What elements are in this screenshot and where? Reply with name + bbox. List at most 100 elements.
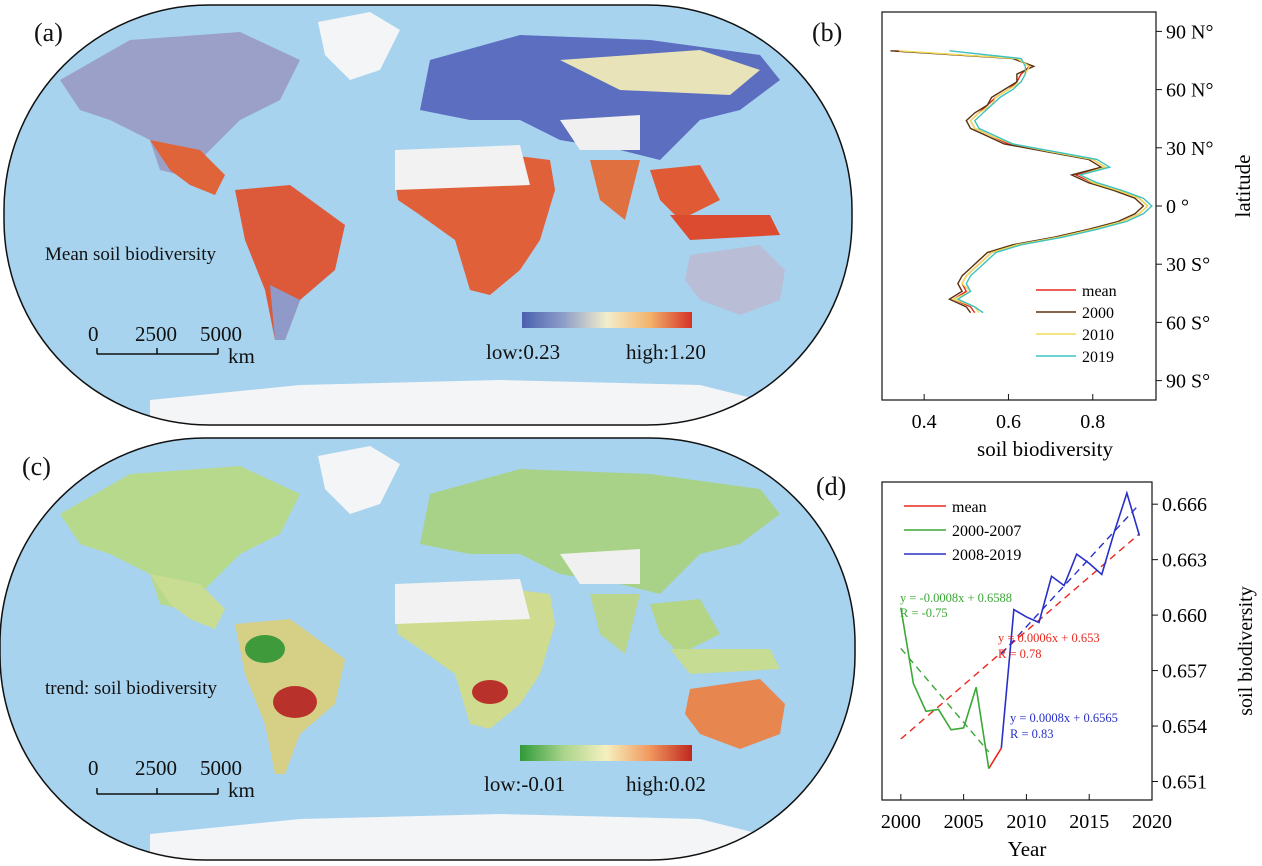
x-axis-label: Year xyxy=(1008,837,1047,861)
panel-c-label: (c) xyxy=(22,452,51,481)
colorbar-low-label: low:0.23 xyxy=(486,340,561,364)
series-line-mean xyxy=(894,50,1149,314)
y-tick-label: 0.654 xyxy=(1162,716,1207,738)
legend-label-2010: 2010 xyxy=(1082,327,1114,344)
greenland-landmass xyxy=(318,446,400,514)
plot-frame xyxy=(881,11,1157,401)
australia-landmass xyxy=(685,679,785,749)
central-asia-landmass xyxy=(560,115,640,150)
y-axis-label: soil biodiversity xyxy=(1235,586,1257,715)
plot-frame xyxy=(881,481,1153,801)
legend-label-mean: mean xyxy=(1082,283,1117,300)
y-tick-label: 90 S° xyxy=(1166,371,1210,393)
legend-label-2000: 2000 xyxy=(1082,305,1114,322)
colorbar-high-label: high:0.02 xyxy=(626,772,706,796)
north-america-landmass xyxy=(60,32,300,175)
map-mean-soil-biodiversity xyxy=(3,4,853,426)
x-tick-label: 0.8 xyxy=(1080,411,1105,433)
greenland-landmass xyxy=(318,12,400,80)
panel-a-label: (a) xyxy=(34,18,63,47)
latitude-profile-chart: 0.4 0.6 0.8 90 N° 60 N° 30 N° 0 ° 30 S° 60 S° 90 … xyxy=(881,11,1255,461)
colorbar xyxy=(520,745,692,761)
x-tick-label: 0.4 xyxy=(912,411,937,433)
series-line-2000 xyxy=(890,50,1145,314)
southeast-asia-landmass xyxy=(650,165,720,220)
legend-label-2000-2007: 2000-2007 xyxy=(952,523,1021,540)
y-tick-label: 0.657 xyxy=(1162,661,1207,683)
series-line-mean xyxy=(988,747,1002,769)
panel-d-label: (d) xyxy=(816,472,847,501)
colorbar-high-label: high:1.20 xyxy=(626,340,706,364)
eurasia-landmass xyxy=(420,469,780,594)
colorbar xyxy=(522,312,692,328)
x-tick-label: 2020 xyxy=(1132,811,1172,833)
central-america-landmass xyxy=(150,140,225,195)
equation-annotation: R = 0.83 xyxy=(1010,727,1054,741)
south-america-trend-region xyxy=(273,686,317,718)
north-america-landmass xyxy=(60,466,300,609)
amazon-trend-region xyxy=(245,635,285,663)
y-tick-label: 90 N° xyxy=(1166,21,1213,43)
series-line-2000-2007 xyxy=(900,607,990,769)
x-tick-label: 0.6 xyxy=(996,411,1021,433)
legend-label-mean: mean xyxy=(952,499,987,516)
x-tick-label: 2015 xyxy=(1069,811,1109,833)
siberia-landmass xyxy=(560,50,760,95)
india-landmass xyxy=(590,594,640,654)
legend-label-2019: 2019 xyxy=(1082,349,1114,366)
equation-annotation: y = 0.0008x + 0.6565 xyxy=(1010,711,1118,725)
y-tick-label: 0 ° xyxy=(1166,196,1189,218)
y-tick-label: 30 N° xyxy=(1166,138,1213,160)
y-axis-label: latitude xyxy=(1231,155,1255,218)
africa-trend-region xyxy=(472,680,508,704)
sahara-landmass xyxy=(395,579,530,624)
x-tick-label: 2000 xyxy=(881,811,921,833)
scale-tick-0: 0 xyxy=(88,756,99,780)
scale-tick-5000: 5000 xyxy=(200,322,242,346)
x-tick-label: 2005 xyxy=(944,811,984,833)
trend-line-2 xyxy=(1000,503,1140,655)
antarctica-landmass xyxy=(150,814,760,860)
trend-line-0 xyxy=(900,533,1140,740)
scale-tick-2500: 2500 xyxy=(135,322,177,346)
series-line-2019 xyxy=(949,50,1153,314)
scale-tick-0: 0 xyxy=(88,322,99,346)
south-america-landmass xyxy=(235,185,345,340)
y-tick-label: 0.663 xyxy=(1162,550,1207,572)
map-title: trend: soil biodiversity xyxy=(45,678,218,699)
equation-annotation: R = 0.78 xyxy=(998,647,1042,661)
scale-unit: km xyxy=(228,778,255,802)
legend-label-2008-2019: 2008-2019 xyxy=(952,547,1021,564)
map-trend-soil-biodiversity xyxy=(0,437,856,861)
australia-landmass xyxy=(685,245,785,315)
patagonia-landmass xyxy=(270,285,300,340)
map-frame xyxy=(3,4,853,426)
trend-line-1 xyxy=(900,647,990,753)
equation-annotation: R = -0.75 xyxy=(900,606,948,620)
y-tick-label: 0.660 xyxy=(1162,605,1207,627)
scale-bar xyxy=(96,788,219,795)
x-axis-label: soil biodiversity xyxy=(977,437,1113,461)
panel-b-label: (b) xyxy=(812,18,843,47)
scale-tick-2500: 2500 xyxy=(135,756,177,780)
y-tick-label: 60 S° xyxy=(1166,312,1210,334)
series-line-2010 xyxy=(898,50,1149,314)
colorbar-low-label: low:-0.01 xyxy=(484,772,566,796)
india-landmass xyxy=(590,160,640,220)
y-tick-label: 0.666 xyxy=(1162,494,1207,516)
central-america-landmass xyxy=(150,574,225,629)
x-tick-label: 2010 xyxy=(1006,811,1046,833)
y-tick-label: 0.651 xyxy=(1162,772,1207,794)
series-line-2008-2019 xyxy=(1000,490,1141,749)
y-tick-label: 30 S° xyxy=(1166,254,1210,276)
indonesia-landmass xyxy=(670,649,780,674)
map-title: Mean soil biodiversity xyxy=(45,244,216,265)
scale-tick-5000: 5000 xyxy=(200,756,242,780)
map-frame xyxy=(0,437,856,861)
equation-annotation: y = 0.0006x + 0.653 xyxy=(998,631,1100,645)
scale-unit: km xyxy=(228,344,255,368)
antarctica-landmass xyxy=(150,380,760,425)
y-tick-label: 60 N° xyxy=(1166,80,1213,102)
indonesia-landmass xyxy=(670,215,780,240)
equation-annotation: y = -0.0008x + 0.6588 xyxy=(900,591,1012,605)
